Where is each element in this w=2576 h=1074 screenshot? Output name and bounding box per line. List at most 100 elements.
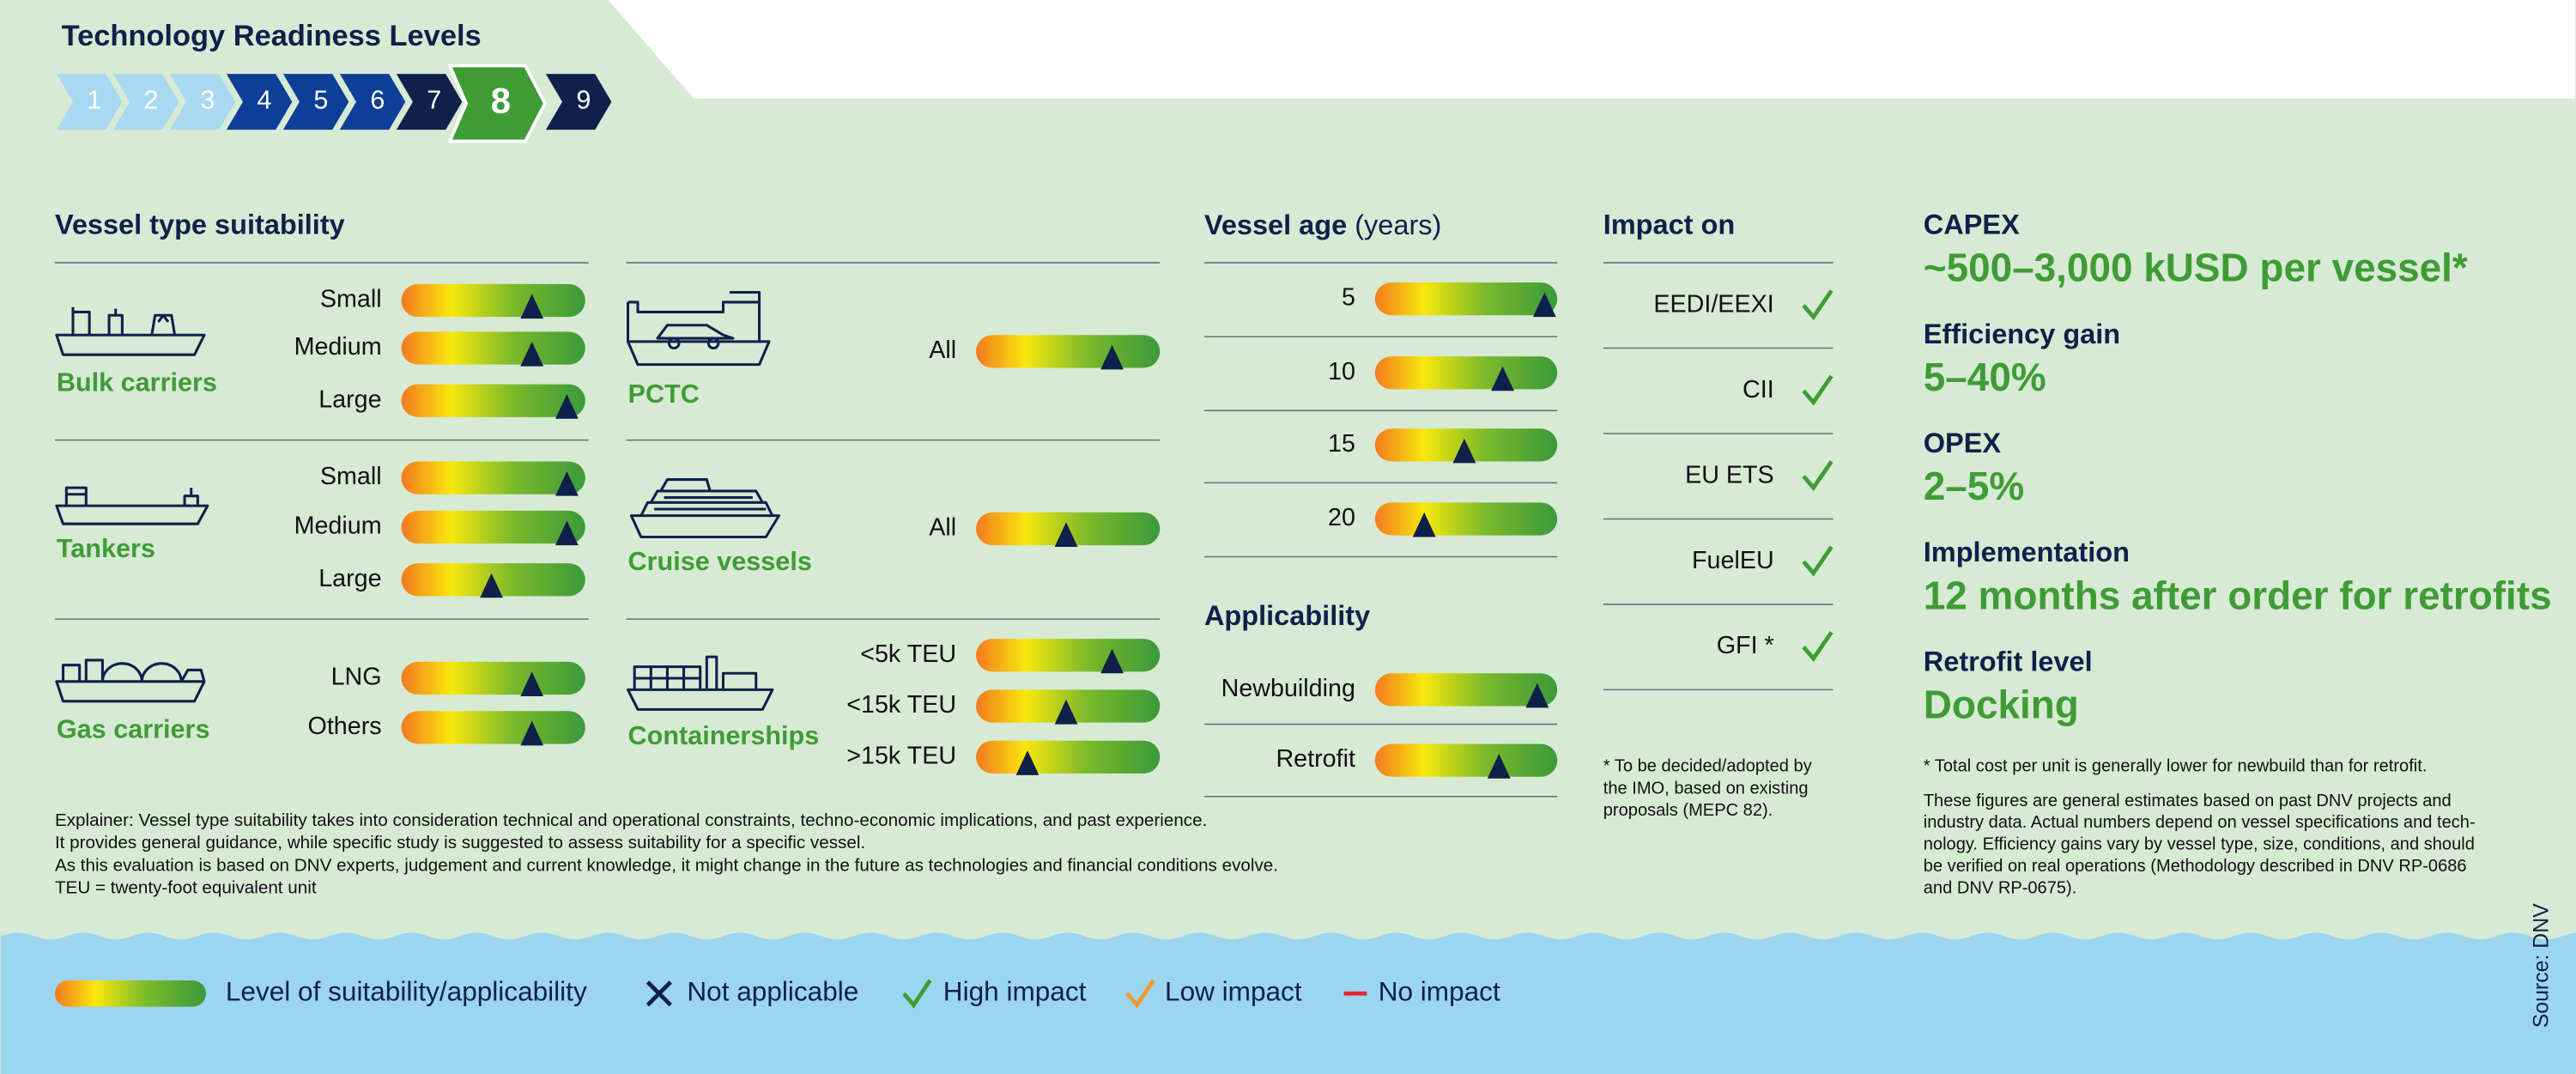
gauge-marker: [520, 341, 544, 367]
section-title: Vessel age (years): [1204, 209, 1441, 240]
explainer-line: As this evaluation is based on DNV exper…: [55, 855, 1278, 875]
trl-number: 3: [200, 86, 215, 115]
impact-check: [1802, 460, 1834, 492]
vessel-group-name: Bulk carriers: [57, 368, 217, 397]
legend-gauge: [54, 980, 206, 1007]
gauge-marker: [480, 573, 503, 598]
row-label: Medium: [294, 333, 382, 361]
section-title: Applicability: [1204, 600, 1370, 631]
metric-label: Implementation: [1924, 537, 2130, 567]
metric-label: Retrofit level: [1924, 646, 2093, 677]
wave-band: [0, 932, 2576, 1074]
metric-label: CAPEX: [1924, 209, 2020, 240]
gauge-marker: [1100, 648, 1124, 674]
row-label: Retrofit: [1276, 745, 1355, 773]
trl-chevron: [282, 74, 349, 130]
legend-x-icon: [646, 980, 672, 1007]
impact-check: [1802, 374, 1834, 406]
legend-text: No impact: [1379, 976, 1500, 1007]
metric-value: Docking: [1924, 683, 2079, 727]
trl-number: 4: [257, 86, 271, 115]
gauge-bar: [401, 661, 585, 695]
trl-chevron: [56, 74, 123, 130]
gauge-marker: [520, 671, 544, 697]
explainer-line: It provides general guidance, while spec…: [55, 833, 865, 853]
trl-chevron: [396, 74, 463, 130]
metric-value: 12 months after order for retrofits: [1924, 573, 2552, 617]
row-label: Newbuilding: [1221, 675, 1355, 702]
tanker-icon: [55, 486, 209, 525]
impact-footnote: * To be decided/adopted by: [1603, 757, 1812, 776]
legend-text: Low impact: [1165, 976, 1302, 1007]
legend-text: Level of suitability/applicability: [226, 976, 587, 1007]
gauge-marker: [1491, 366, 1514, 391]
cost-note: * Total cost per unit is generally lower…: [1924, 757, 2428, 776]
gauge-marker: [1015, 750, 1039, 775]
trl-number: 2: [143, 86, 158, 115]
row-label: Large: [318, 385, 381, 413]
trl-number: 1: [87, 86, 101, 115]
impact-label: GFI *: [1717, 632, 1774, 659]
metric-label: OPEX: [1924, 428, 2002, 458]
trl-chevron: [339, 74, 406, 130]
section-title: Impact on: [1603, 209, 1736, 240]
gauge-marker: [520, 720, 544, 746]
gauge-marker: [1054, 522, 1078, 547]
metric-value: 5–40%: [1924, 355, 2046, 399]
row-label: 20: [1328, 504, 1355, 531]
impact-label: FuelEU: [1692, 547, 1774, 574]
metric-value: 2–5%: [1924, 464, 2024, 508]
gauge-marker: [1487, 753, 1511, 779]
vessel-group-name: Tankers: [57, 534, 155, 563]
gauge-bar: [1374, 282, 1558, 316]
separators: [54, 262, 1558, 798]
gauge-bar: [401, 283, 585, 318]
note-line: industry data. Actual numbers depend on …: [1924, 813, 2476, 832]
trl-title: Technology Readiness Levels: [62, 20, 482, 52]
vessel-group-name: Gas carriers: [57, 714, 210, 743]
containership-icon: [627, 655, 774, 711]
row-label: LNG: [331, 664, 382, 691]
note-line: These figures are general estimates base…: [1924, 792, 2452, 810]
legend-check-low: [1125, 979, 1155, 1009]
trl-number: 6: [370, 86, 385, 115]
trl-number: 7: [427, 86, 441, 115]
source: Source: DNV: [2529, 903, 2553, 1028]
row-label: <15k TEU: [846, 691, 956, 719]
header-cutout: [608, 0, 2576, 99]
explainer-line: TEU = twenty-foot equivalent unit: [55, 877, 317, 897]
gauge-bar: [976, 740, 1161, 774]
title-part: Vessel age: [1204, 209, 1347, 240]
row-label: >15k TEU: [846, 742, 956, 769]
note-line: and DNV RP-0675).: [1924, 879, 2077, 898]
gauge-bar: [976, 335, 1161, 368]
row-label: Others: [308, 713, 382, 740]
cruise-vessel-icon: [629, 478, 781, 539]
impact-label: EEDI/EEXI: [1653, 290, 1773, 318]
legend-text: Not applicable: [687, 976, 858, 1007]
row-label: <5k TEU: [860, 640, 956, 668]
impact-label: EU ETS: [1685, 461, 1774, 488]
row-label: All: [929, 514, 956, 542]
vessel-group-name: PCTC: [628, 379, 700, 409]
row-label: 15: [1328, 430, 1355, 458]
gauge-marker: [555, 394, 579, 419]
metric-value: ~500–3,000 kUSD per vessel*: [1924, 246, 2468, 290]
impact-label: CII: [1743, 376, 1774, 404]
gauge-marker: [1412, 512, 1436, 537]
gauge-marker: [1532, 292, 1556, 318]
legend-text: High impact: [943, 976, 1087, 1007]
gauge-bar: [1374, 502, 1558, 536]
trl-current-chevron: [447, 64, 548, 143]
gauge-bar: [401, 461, 585, 495]
note-line: be verified on real operations (Methodol…: [1924, 857, 2467, 876]
trl-number: 5: [313, 86, 328, 115]
row-label: Small: [320, 286, 382, 313]
row-label: Medium: [294, 513, 382, 540]
gauge-bar: [1374, 673, 1558, 707]
bulk-carrier-icon: [55, 306, 206, 356]
gauge-marker: [1452, 438, 1476, 464]
